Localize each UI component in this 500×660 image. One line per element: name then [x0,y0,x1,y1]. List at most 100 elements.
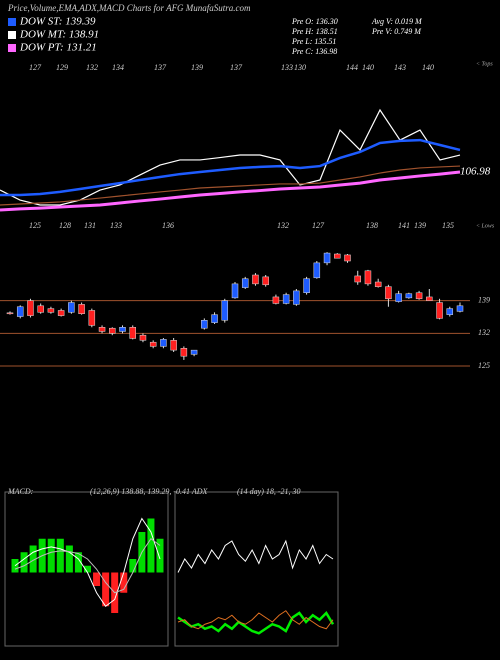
candle-body [180,348,188,357]
candle-body [293,290,300,305]
top-label: 140 [362,63,374,72]
candle-body [344,254,351,262]
candle-body [395,293,402,302]
top-label: 132 [86,63,98,72]
y-tick-label: 125 [478,361,490,370]
candle-body [334,253,341,259]
macd-frame [4,491,169,647]
candle-body [119,327,126,332]
price-line [0,138,461,197]
macd-bar [129,559,137,573]
legend-label: DOW ST: 139.39 [19,16,96,28]
candle-body [129,327,136,339]
candle-body [78,304,85,314]
macd-bar [156,538,164,573]
macd-text: (12,26,9) 138.88, 139.29, -0.41 ADX [90,487,209,496]
candle-body [426,296,433,301]
legend-label: DOW PT: 131.21 [19,42,97,54]
candle-body [252,274,259,285]
lows-label: < Lows [476,223,495,229]
macd-bar [74,552,82,573]
legend-swatch [8,31,16,39]
legend-swatch [8,44,16,52]
candle-body [37,305,44,313]
macd-bar [102,572,110,607]
macd-bar [47,538,55,573]
candle-body [201,320,208,329]
candle-body [405,293,413,299]
candle-body [47,308,55,313]
candle-body [160,339,167,347]
candle-body [109,327,116,334]
macd-bar [56,538,64,573]
candle-body [354,275,361,283]
candle-body [6,312,14,315]
stat-label: Pre H: 138.51 [291,27,338,36]
legend-swatch [8,18,16,26]
low-label: 139 [414,221,426,230]
candle-body [221,300,229,321]
stat-label: Pre L: 135.51 [291,37,336,46]
low-label: 131 [84,221,96,230]
adx-line [177,610,335,635]
legend-label: DOW MT: 138.91 [19,29,99,41]
macd-bar [20,552,28,573]
top-label: 129 [56,63,68,72]
candle-body [313,262,321,279]
macd-bar [93,572,101,586]
top-label: 133 [281,63,293,72]
stat-label: Pre V: 0.749 M [371,27,422,36]
low-label: 136 [162,221,174,230]
top-label: 143 [394,63,406,72]
macd-bar [65,545,73,573]
price-line [0,165,461,206]
low-label: 125 [29,221,41,230]
candle-body [170,340,177,351]
title: Price,Volume,EMA,ADX,MACD Charts for AFG… [7,3,251,13]
candle-body [27,300,34,316]
low-label: 132 [277,221,289,230]
candle-body [16,306,24,317]
candle-body [272,296,280,304]
stat-label: Pre O: 136.30 [291,17,338,26]
macd-line [14,538,161,594]
candle-body [88,310,96,326]
y-tick-label: 132 [478,328,490,337]
macd-bar [29,545,37,573]
top-label: 130 [294,63,306,72]
candle-body [282,294,290,304]
adx-line [177,610,334,630]
candle-body [385,286,392,300]
low-label: 128 [59,221,71,230]
tops-label: < Tops [476,61,493,67]
adx-frame [174,491,339,647]
top-label: 134 [112,63,124,72]
candle-body [415,292,423,300]
candle-body [149,341,157,347]
candle-body [456,305,464,312]
stat-label: Pre C: 136.98 [291,47,337,56]
candle-body [303,278,310,293]
top-label: 140 [422,63,434,72]
macd-bar [120,572,128,593]
candle-body [374,281,382,287]
candle-body [231,283,239,299]
candle-body [436,302,443,319]
adx-text: (14 day) 18, -21, 30 [237,487,301,496]
low-label: 138 [366,221,378,230]
top-label: 137 [230,63,243,72]
candle-body [323,252,331,264]
top-label: 139 [191,63,203,72]
candle-body [262,276,269,286]
macd-bar [147,518,155,573]
candle-body [190,349,198,355]
candle-body [98,327,106,332]
candle-body [139,334,147,341]
low-label: 135 [442,221,454,230]
low-label: 133 [110,221,122,230]
stat-label: Avg V: 0.019 M [371,17,423,26]
candle-body [446,308,454,315]
y-tick-label: 139 [478,295,490,304]
